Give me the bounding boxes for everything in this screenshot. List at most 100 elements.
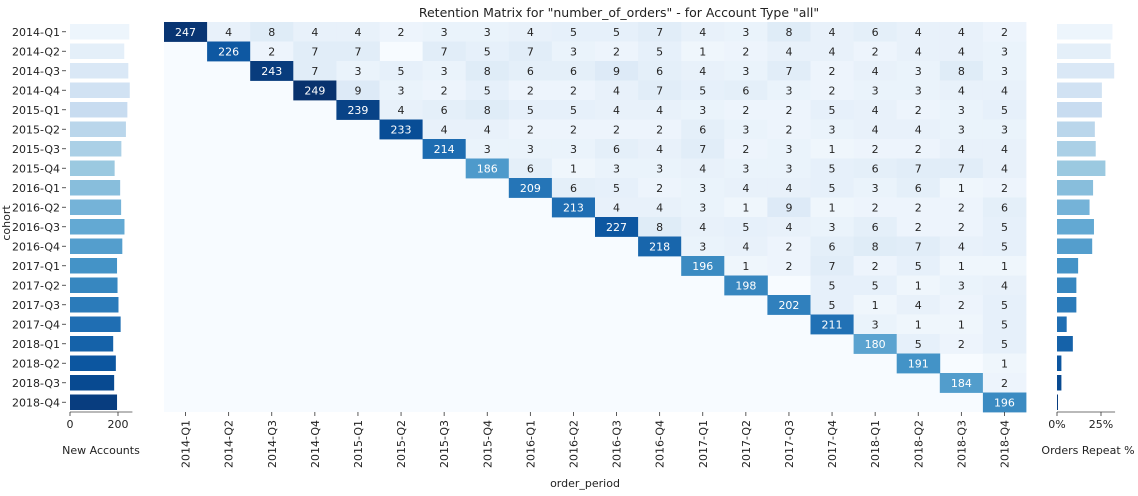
x-tick-label: 2015-Q2 (395, 420, 408, 468)
heatmap-cell (853, 217, 898, 237)
heatmap-cell-label: 2 (742, 45, 749, 58)
heatmap-cell-label: 5 (1001, 318, 1008, 331)
cohort-label: 2016-Q4 (12, 240, 60, 253)
heatmap-cell (939, 158, 984, 179)
heatmap-cell-label: 2 (958, 338, 965, 351)
heatmap-cell (853, 139, 898, 159)
cohort-label: 2014-Q4 (12, 84, 60, 97)
heatmap-cell (939, 217, 984, 237)
heatmap-cell (551, 61, 596, 81)
heatmap-cell (250, 22, 294, 42)
heatmap-cell (982, 314, 1027, 335)
orders-repeat-bar (1057, 180, 1094, 196)
heatmap-cell (336, 22, 380, 42)
orders-repeat-bar (1057, 375, 1062, 391)
orders-repeat-bar (1057, 336, 1073, 352)
heatmap-cell (465, 80, 510, 101)
heatmap-cell (982, 256, 1027, 276)
heatmap-cell (982, 353, 1027, 374)
heatmap-cell (336, 61, 380, 81)
heatmap-cell (853, 236, 898, 257)
heatmap-cell (465, 22, 510, 42)
heatmap-cell-label: 2 (613, 45, 620, 58)
heatmap-cell (896, 256, 941, 276)
x-tick-label: 2018-Q2 (912, 420, 925, 468)
cohort-label: 2018-Q2 (12, 357, 60, 370)
heatmap-cell-label: 3 (872, 318, 879, 331)
heatmap-cell-label: 9 (785, 201, 792, 214)
heatmap-cell-label: 1 (742, 201, 749, 214)
heatmap-cell (982, 295, 1027, 315)
left-x-tick-label: 0 (67, 418, 74, 431)
cohort-label: 2017-Q3 (12, 299, 60, 312)
heatmap-cell (595, 80, 639, 101)
heatmap-cell-label: 2 (398, 26, 405, 39)
heatmap-cell-label: 5 (613, 182, 620, 195)
heatmap-cell (810, 275, 854, 296)
heatmap-cell-label: 7 (354, 45, 361, 58)
x-tick-label: 2015-Q3 (438, 420, 451, 468)
heatmap-cell-label: 5 (1001, 299, 1008, 312)
x-tick-label: 2015-Q4 (481, 420, 494, 468)
cohort-label: 2016-Q1 (12, 182, 60, 195)
heatmap-cell (207, 41, 251, 62)
cohort-label: 2017-Q4 (12, 318, 60, 331)
heatmap-cell-label: 4 (958, 26, 965, 39)
heatmap-cell (508, 119, 553, 140)
heatmap-cell-label: 5 (742, 221, 749, 234)
heatmap-cell-label: 2 (527, 84, 534, 97)
heatmap-cell (724, 256, 768, 276)
heatmap-cell-label: 6 (570, 182, 577, 195)
heatmap-cell-label: 8 (785, 26, 792, 39)
heatmap-cell-label: 6 (1001, 201, 1008, 214)
new-accounts-bar (70, 258, 118, 274)
heatmap-cell (853, 197, 898, 218)
heatmap-cell-label: 4 (398, 104, 405, 117)
heatmap-cell-label: 209 (520, 182, 541, 195)
heatmap-cell-label: 3 (785, 143, 792, 156)
heatmap-cell-label: 8 (484, 65, 491, 78)
heatmap-cell-label: 1 (829, 143, 836, 156)
heatmap-cell (982, 61, 1027, 81)
heatmap-cell (810, 61, 854, 81)
heatmap-cell-label: 3 (1001, 65, 1008, 78)
heatmap-cell-label: 5 (1001, 221, 1008, 234)
heatmap-cell (681, 41, 725, 62)
heatmap-cell (595, 217, 639, 237)
heatmap-cell-label: 3 (742, 123, 749, 136)
heatmap-cell-label: 5 (1001, 104, 1008, 117)
heatmap-cell-label: 7 (915, 162, 922, 175)
heatmap-cell (422, 22, 467, 42)
heatmap-cell-label: 3 (958, 279, 965, 292)
heatmap-cell-label: 3 (570, 45, 577, 58)
orders-repeat-bar (1057, 199, 1090, 215)
heatmap-cell (551, 139, 596, 159)
heatmap-cell (293, 61, 337, 81)
heatmap-cell-label: 4 (1001, 162, 1008, 175)
heatmap-cell-label: 2 (742, 143, 749, 156)
heatmap-cell (982, 100, 1027, 120)
heatmap-cell-label: 4 (311, 26, 318, 39)
heatmap-cell-label: 4 (441, 123, 448, 136)
heatmap-cell (939, 236, 984, 257)
new-accounts-bar (70, 394, 118, 410)
x-tick-label: 2016-Q1 (524, 420, 537, 468)
orders-repeat-bar (1057, 355, 1062, 371)
heatmap-cell (982, 197, 1027, 218)
heatmap-cell-label: 4 (872, 104, 879, 117)
heatmap-cell (465, 139, 510, 159)
heatmap-cell-label: 5 (527, 104, 534, 117)
heatmap-cell (638, 100, 682, 120)
heatmap-cell (551, 41, 596, 62)
orders-repeat-bar (1057, 43, 1111, 59)
heatmap-cell (853, 256, 898, 276)
heatmap-cell-label: 6 (872, 221, 879, 234)
heatmap-cell-label: 5 (699, 84, 706, 97)
heatmap-cell-label: 1 (958, 318, 965, 331)
heatmap-cell-label: 3 (958, 104, 965, 117)
heatmap-cell-label: 1 (1001, 357, 1008, 370)
heatmap-cell (465, 41, 510, 62)
heatmap-cell (465, 61, 510, 81)
orders-repeat-bar (1057, 394, 1058, 410)
heatmap-cell-label: 2 (915, 143, 922, 156)
